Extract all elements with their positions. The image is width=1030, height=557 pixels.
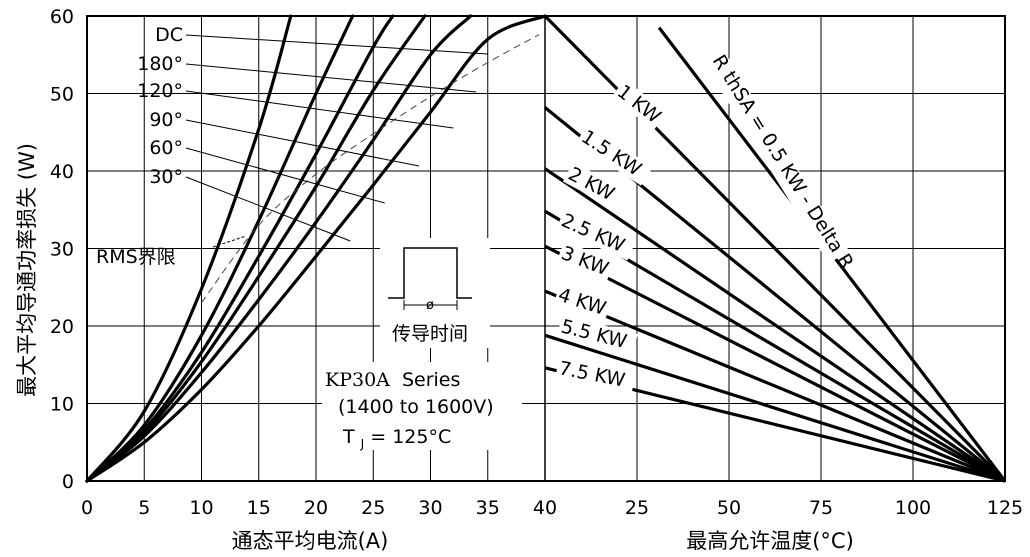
leader-line [185,90,454,129]
leader-line [185,63,477,93]
x-tick-label-right: 100 [895,497,931,519]
y-tick-label: 0 [62,471,74,493]
pulse-shape [388,247,472,299]
label-background [556,315,638,356]
series-line [544,333,1006,483]
x-axis-title-left: 通态平均电流(A) [232,529,389,553]
x-tick-label-left: 35 [476,497,500,519]
series-line [85,14,473,483]
series-label: 120° [137,80,183,102]
series-line [85,14,293,483]
leader-line [185,147,385,204]
series-label-right: 7.5 KW [557,357,627,391]
tick-labels: 0 10 20 30 40 50 60 0 5 10 15 20 25 30 35 40 25 50 75 100 12… [50,6,1023,519]
device-series-name: KP30A [325,369,390,391]
y-tick-label: 50 [50,84,74,106]
series-line [85,14,355,483]
rms-limit-line [201,34,540,304]
leader-line [185,119,420,167]
y-tick-label: 20 [50,316,74,338]
label-background [555,356,636,394]
series-line [544,167,1006,483]
inset-background [380,238,490,348]
x-tick-label-right: 25 [625,497,649,519]
x-tick-label-left: 25 [361,497,385,519]
series-label: 180° [137,53,183,75]
x-tick-label-left: 20 [304,497,328,519]
rms-leader [212,235,247,248]
right-series-lines [543,14,1007,483]
series-label: DC [155,24,183,46]
phi-symbol: ø [426,298,434,313]
y-tick-label: 10 [50,394,74,416]
pulse-dimension [403,300,458,310]
y-tick-label: 60 [50,6,74,28]
x-axis-title-right: 最高允许温度(°C) [686,529,854,553]
y-tick-label: 40 [50,161,74,183]
series-line [85,14,547,483]
label-background [704,51,850,264]
device-notes: KP30A Series [325,369,460,391]
tj-subscript: J [360,437,365,451]
device-notes-background [322,362,522,450]
x-tick-label-right: 75 [809,497,833,519]
label-background [562,162,621,207]
rth-label: R thSA = 0.5 KW - Delta R [708,51,858,273]
x-tick-label-left: 10 [189,497,213,519]
junction-temperature: T J = 125°C [342,426,451,453]
leader-line [185,34,488,55]
rms-label: RMS界限 [96,246,176,268]
label-background [556,208,637,261]
x-tick-label-left: 15 [247,497,271,519]
x-tick-label-left: 0 [81,497,93,519]
x-tick-label-left: 5 [138,497,150,519]
series-line [85,14,427,483]
x-tick-label-left: 40 [533,497,557,519]
series-label: 60° [149,137,183,159]
series-line [544,289,1006,483]
conduction-time-inset: ø 传导时间 [380,238,490,348]
conduction-time-label: 传导时间 [392,323,468,345]
label-background [575,124,653,186]
series-label: 30° [149,166,183,188]
label-background [553,283,612,321]
y-tick-label: 30 [50,239,74,261]
leader-line [185,176,351,242]
voltage-range: (1400 to 1600V) [338,396,494,418]
tj-symbol: T [342,426,355,448]
series-line [85,14,395,483]
left-series-lines [85,14,547,483]
tj-value: = 125°C [370,426,451,448]
x-tick-label-right: 50 [717,497,741,519]
x-tick-label-left: 30 [418,497,442,519]
label-background [611,79,668,130]
series-label: 90° [149,109,183,131]
y-axis-title: 最大平均导通功率损失 (W) [15,143,39,397]
x-tick-label-right: 125 [987,497,1023,519]
device-series-suffix: Series [402,369,460,391]
series-line [544,244,1006,483]
label-background [556,241,615,282]
